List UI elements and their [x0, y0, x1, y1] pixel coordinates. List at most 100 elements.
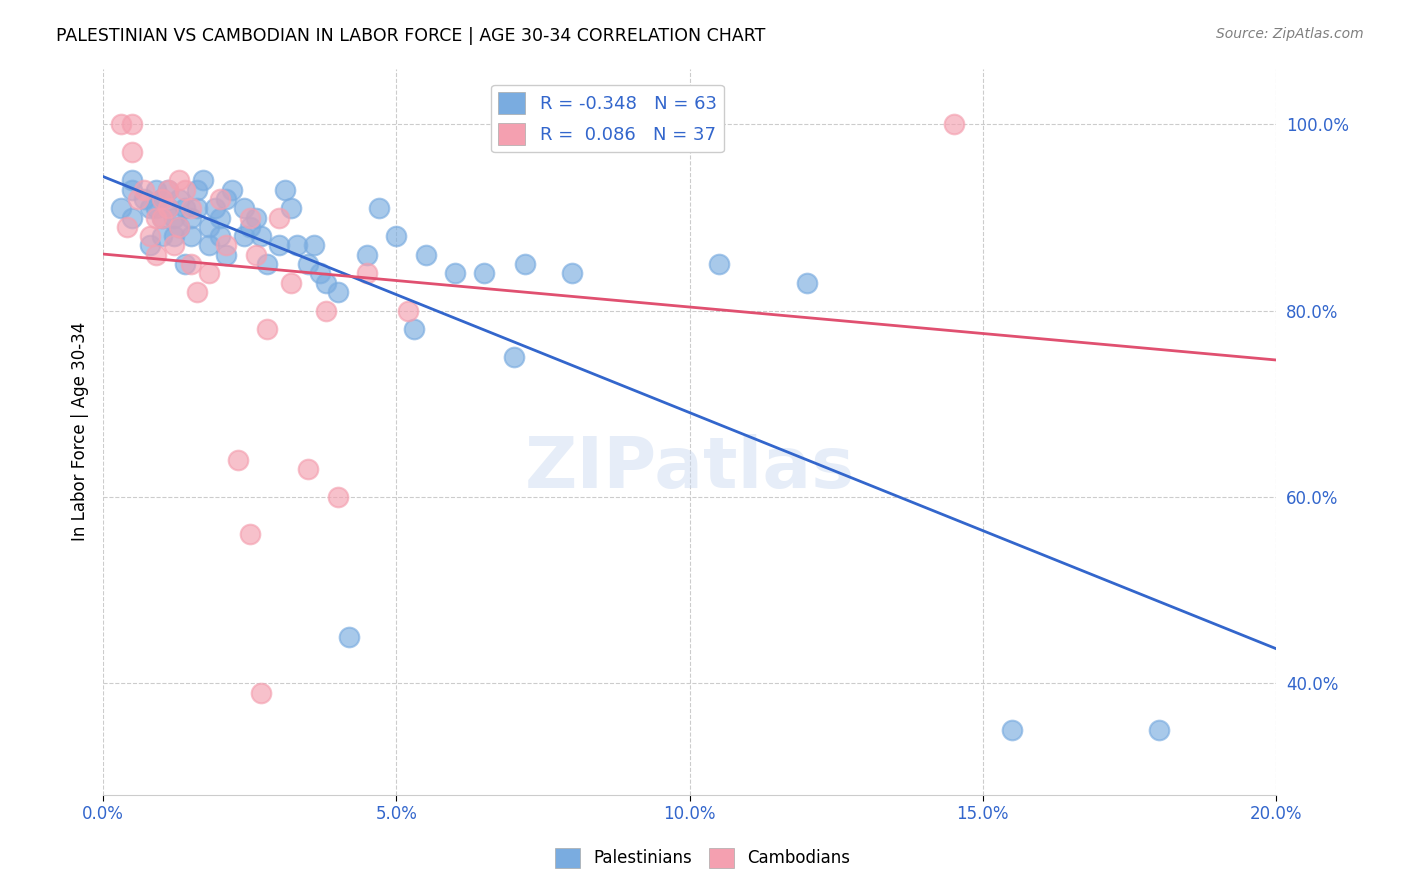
Point — [415, 248, 437, 262]
Point — [245, 248, 267, 262]
Point — [121, 145, 143, 160]
Point — [280, 276, 302, 290]
Point — [150, 192, 173, 206]
Point — [356, 248, 378, 262]
Point — [145, 211, 167, 225]
Point — [297, 462, 319, 476]
Point — [396, 303, 419, 318]
Point — [145, 183, 167, 197]
Point — [150, 211, 173, 225]
Point — [707, 257, 730, 271]
Point — [245, 211, 267, 225]
Point — [226, 452, 249, 467]
Point — [150, 211, 173, 225]
Point — [145, 248, 167, 262]
Legend: Palestinians, Cambodians: Palestinians, Cambodians — [548, 841, 858, 875]
Point — [221, 183, 243, 197]
Point — [215, 248, 238, 262]
Point — [134, 192, 156, 206]
Point — [186, 183, 208, 197]
Point — [250, 229, 273, 244]
Point — [169, 219, 191, 234]
Point — [215, 192, 238, 206]
Point — [297, 257, 319, 271]
Point — [121, 117, 143, 131]
Point — [174, 257, 197, 271]
Point — [209, 192, 232, 206]
Point — [280, 201, 302, 215]
Point — [1147, 723, 1170, 737]
Text: Source: ZipAtlas.com: Source: ZipAtlas.com — [1216, 27, 1364, 41]
Point — [156, 201, 179, 215]
Point — [326, 490, 349, 504]
Point — [339, 630, 361, 644]
Point — [110, 117, 132, 131]
Legend: R = -0.348   N = 63, R =  0.086   N = 37: R = -0.348 N = 63, R = 0.086 N = 37 — [491, 85, 724, 153]
Point — [239, 211, 262, 225]
Point — [191, 173, 214, 187]
Point — [121, 211, 143, 225]
Point — [515, 257, 537, 271]
Point — [215, 238, 238, 252]
Point — [232, 229, 254, 244]
Point — [942, 117, 965, 131]
Point — [239, 527, 262, 541]
Point — [209, 211, 232, 225]
Point — [304, 238, 326, 252]
Point — [472, 267, 495, 281]
Point — [256, 257, 278, 271]
Point — [796, 276, 818, 290]
Point — [1001, 723, 1024, 737]
Point — [174, 201, 197, 215]
Point — [444, 267, 467, 281]
Point — [385, 229, 408, 244]
Point — [232, 201, 254, 215]
Point — [285, 238, 308, 252]
Point — [169, 219, 191, 234]
Point — [156, 183, 179, 197]
Point — [127, 192, 149, 206]
Point — [250, 685, 273, 699]
Point — [150, 192, 173, 206]
Point — [186, 201, 208, 215]
Point — [267, 238, 290, 252]
Point — [174, 183, 197, 197]
Point — [256, 322, 278, 336]
Text: ZIPatlas: ZIPatlas — [524, 434, 855, 502]
Point — [162, 211, 184, 225]
Point — [180, 229, 202, 244]
Point — [197, 238, 219, 252]
Text: PALESTINIAN VS CAMBODIAN IN LABOR FORCE | AGE 30-34 CORRELATION CHART: PALESTINIAN VS CAMBODIAN IN LABOR FORCE … — [56, 27, 766, 45]
Point — [356, 267, 378, 281]
Point — [121, 183, 143, 197]
Point — [121, 173, 143, 187]
Point — [139, 238, 162, 252]
Point — [180, 211, 202, 225]
Point — [267, 211, 290, 225]
Point — [204, 201, 226, 215]
Point — [274, 183, 297, 197]
Point — [169, 173, 191, 187]
Point — [134, 183, 156, 197]
Point — [169, 192, 191, 206]
Point — [502, 351, 524, 365]
Point — [156, 183, 179, 197]
Point — [326, 285, 349, 299]
Point — [110, 201, 132, 215]
Point — [139, 229, 162, 244]
Point — [162, 229, 184, 244]
Point — [402, 322, 425, 336]
Point — [186, 285, 208, 299]
Point — [561, 267, 583, 281]
Y-axis label: In Labor Force | Age 30-34: In Labor Force | Age 30-34 — [72, 322, 89, 541]
Point — [139, 201, 162, 215]
Point — [315, 276, 337, 290]
Point — [156, 201, 179, 215]
Point — [162, 238, 184, 252]
Point — [115, 219, 138, 234]
Point — [367, 201, 389, 215]
Point — [180, 257, 202, 271]
Point — [197, 219, 219, 234]
Point — [180, 201, 202, 215]
Point — [315, 303, 337, 318]
